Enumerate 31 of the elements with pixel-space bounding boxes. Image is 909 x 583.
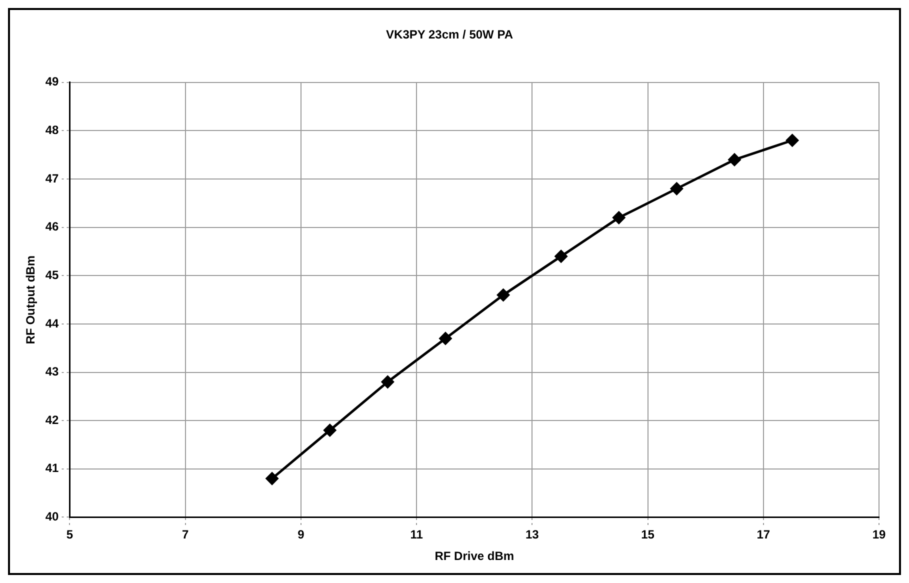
y-tick-label: 44 bbox=[45, 316, 60, 330]
y-tick-label: 41 bbox=[45, 461, 60, 476]
x-tick-label: 11 bbox=[410, 528, 424, 542]
y-axis-title: RF Output dBm bbox=[24, 255, 38, 344]
x-tick-label: 5 bbox=[66, 528, 74, 542]
y-tick-label: 47 bbox=[45, 171, 60, 186]
x-axis-title: RF Drive dBm bbox=[434, 549, 514, 564]
point bbox=[612, 211, 626, 224]
x-tick-label: 19 bbox=[872, 528, 886, 542]
x-tick-label: 15 bbox=[641, 528, 655, 542]
x-tick-label: 13 bbox=[526, 528, 540, 542]
y-tick-label: 42 bbox=[45, 412, 60, 427]
point bbox=[554, 250, 568, 263]
y-tick-label: 49 bbox=[45, 74, 60, 89]
point bbox=[728, 153, 741, 166]
point bbox=[381, 376, 394, 388]
y-tick-label: 45 bbox=[45, 268, 60, 282]
point bbox=[266, 472, 278, 485]
x-tick-label: 7 bbox=[182, 528, 190, 542]
y-tick-label: 40 bbox=[45, 510, 60, 524]
x-tick-label: 9 bbox=[298, 528, 305, 542]
chart-title: VK3PY 23cm / 50W PA bbox=[386, 28, 514, 42]
y-tick-label: 43 bbox=[45, 364, 60, 379]
point bbox=[439, 332, 452, 345]
point bbox=[670, 182, 683, 195]
y-tick-label: 48 bbox=[45, 123, 60, 138]
point bbox=[324, 424, 336, 436]
x-tick-label: 17 bbox=[756, 528, 770, 542]
point bbox=[497, 288, 510, 302]
point bbox=[786, 134, 799, 147]
y-tick-label: 46 bbox=[45, 220, 60, 234]
